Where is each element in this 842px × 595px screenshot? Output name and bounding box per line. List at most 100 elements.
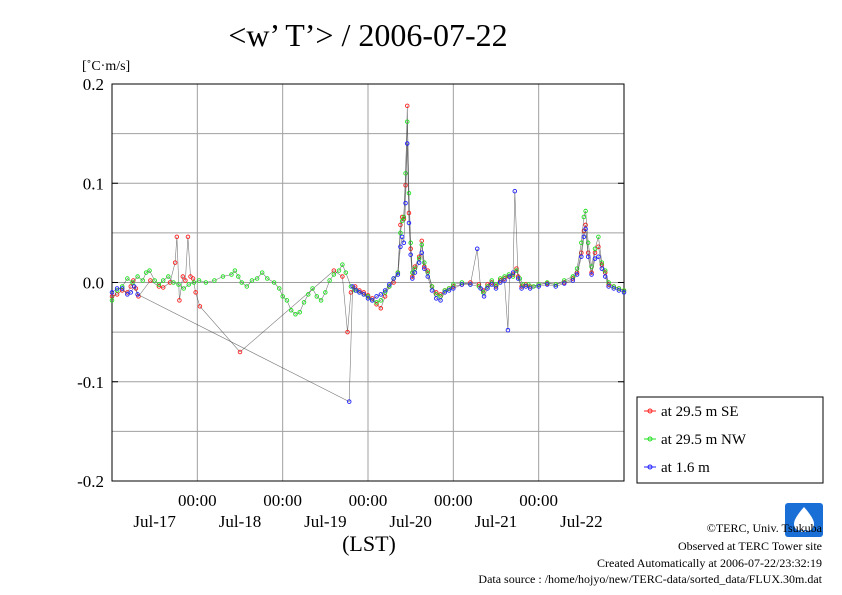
data-point	[505, 327, 511, 333]
data-point	[125, 276, 130, 281]
x-tick-time-label: 00:00	[434, 491, 473, 510]
data-point	[395, 272, 401, 277]
data-point	[343, 270, 349, 275]
logo-text: TERC	[794, 530, 813, 537]
data-point	[408, 252, 413, 257]
data-point	[125, 292, 130, 297]
data-point	[193, 290, 198, 295]
data-point	[318, 298, 324, 303]
data-point	[398, 244, 403, 250]
data-point	[527, 286, 533, 291]
data-point	[405, 103, 410, 109]
series-layer	[109, 103, 627, 404]
data-point	[502, 278, 507, 283]
data-point	[152, 278, 157, 283]
data-point	[489, 282, 494, 287]
data-point	[399, 234, 405, 240]
data-point	[596, 254, 601, 259]
data-point	[581, 214, 587, 220]
data-point	[451, 286, 456, 291]
data-point	[474, 246, 480, 252]
data-point	[119, 286, 125, 291]
data-point	[160, 278, 166, 283]
data-point	[408, 240, 413, 246]
data-point	[340, 262, 345, 267]
data-point	[280, 294, 285, 299]
data-point	[519, 286, 524, 291]
data-point	[562, 281, 567, 286]
series-line	[111, 143, 625, 403]
data-point	[277, 286, 282, 291]
x-date-label: Jul-22	[560, 512, 603, 531]
data-point	[310, 286, 315, 291]
data-point	[130, 280, 135, 285]
data-point	[581, 234, 587, 240]
data-point	[410, 276, 415, 281]
data-point	[515, 276, 521, 281]
x-date-label: Jul-21	[475, 512, 518, 531]
x-date-label: Jul-20	[389, 512, 432, 531]
data-point	[412, 270, 418, 275]
data-point	[485, 286, 490, 291]
data-point	[387, 282, 392, 287]
x-axis-label: (LST)	[342, 531, 396, 556]
data-point	[562, 278, 567, 283]
x-date-label: Jul-18	[219, 512, 262, 531]
data-point	[442, 290, 448, 295]
legend-label: at 29.5 m SE	[661, 404, 739, 420]
data-point	[365, 296, 371, 301]
data-point	[336, 268, 342, 273]
data-point	[531, 284, 536, 289]
created-text: Created Automatically at 2006-07-22/23:3…	[597, 556, 822, 570]
data-point	[357, 290, 362, 295]
data-point	[181, 286, 186, 291]
data-point	[265, 276, 270, 281]
data-point	[135, 274, 140, 279]
data-point	[374, 294, 379, 299]
data-point	[236, 274, 241, 279]
legend-marker	[647, 408, 653, 414]
y-tick-label: -0.1	[77, 373, 104, 392]
data-point	[212, 278, 217, 283]
data-point	[570, 278, 576, 283]
data-point	[429, 288, 435, 293]
data-point	[583, 208, 588, 214]
data-point	[419, 250, 425, 255]
data-point	[616, 288, 622, 293]
data-point	[374, 300, 379, 305]
data-point	[301, 300, 307, 305]
data-point	[172, 260, 178, 265]
data-point	[171, 280, 176, 285]
data-point	[284, 298, 290, 303]
data-point	[498, 280, 503, 285]
data-point	[536, 284, 541, 289]
y-tick-label: 0.2	[83, 75, 104, 94]
data-point	[232, 268, 238, 273]
data-point	[599, 266, 605, 271]
copyright-text: ©TERC, Univ. Tsukuba	[707, 521, 823, 535]
data-point	[293, 312, 298, 317]
data-point	[405, 141, 410, 146]
data-point	[602, 268, 608, 273]
data-point	[143, 270, 149, 275]
data-point	[403, 200, 408, 206]
data-point	[425, 274, 430, 279]
data-point	[401, 214, 407, 220]
series-3	[109, 141, 627, 404]
grid-lines	[112, 84, 624, 481]
data-point	[589, 272, 594, 277]
data-point	[493, 286, 499, 291]
data-point	[174, 234, 180, 240]
y-axis-unit-label: [˚C·m/s]	[82, 59, 130, 74]
y-axis: -0.2 -0.1 0.0 0.1 0.2	[77, 75, 624, 491]
legend: at 29.5 m SE at 29.5 m NW at 1.6 m	[636, 396, 824, 484]
terc-logo: TERC	[785, 503, 823, 537]
data-point	[288, 308, 294, 313]
data-point	[249, 278, 255, 283]
data-point	[361, 292, 366, 297]
legend-marker	[647, 464, 653, 470]
data-point	[128, 290, 134, 295]
data-point	[512, 188, 518, 194]
data-point	[510, 270, 516, 275]
